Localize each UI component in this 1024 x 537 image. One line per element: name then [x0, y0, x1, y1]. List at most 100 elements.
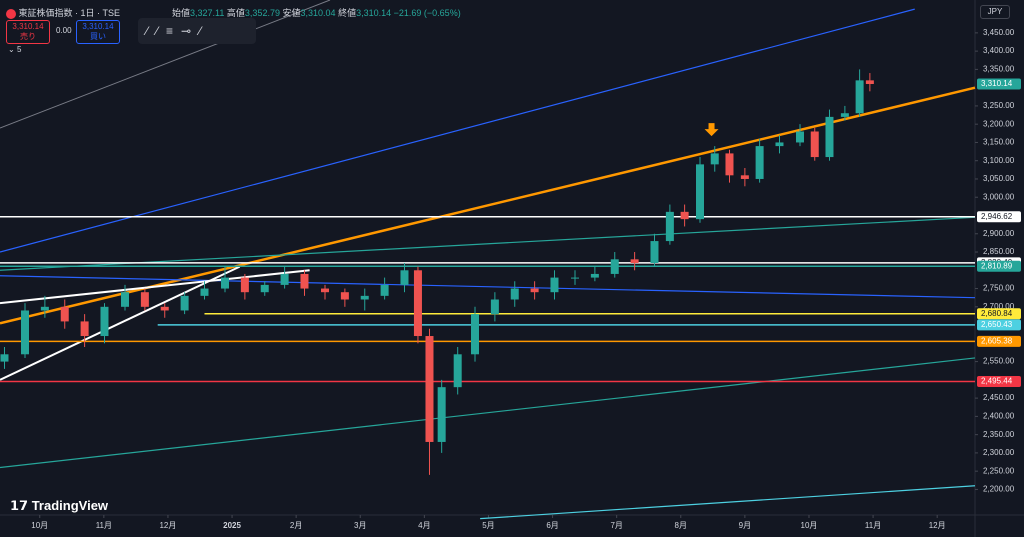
ohlc: 始値3,327.11 高値3,352.79 安値3,310.04 終値3,310…	[172, 6, 461, 19]
arrow-annotation	[704, 123, 719, 137]
candle-body	[680, 211, 689, 220]
y-tick-label: 2,200.00	[983, 485, 1015, 494]
x-tick-label: 10月	[801, 521, 818, 530]
indicator-toggle[interactable]: ⌄ 5	[8, 45, 22, 54]
y-tick-label: 2,550.00	[983, 357, 1015, 366]
candle-body	[221, 277, 229, 289]
value: −21.69 (−0.65%)	[393, 8, 461, 18]
candle-body	[530, 288, 539, 293]
candle-body	[321, 288, 329, 293]
x-tick-label: 11月	[865, 521, 881, 530]
price-tag-label: 2,650.43	[981, 320, 1013, 329]
label: 買い	[90, 32, 106, 41]
candle-body	[280, 273, 289, 285]
count: 5	[16, 45, 22, 54]
x-tick-label: 12月	[159, 521, 176, 530]
x-tick-label: 11月	[96, 521, 112, 530]
candle-body	[437, 387, 446, 442]
x-tick-label: 6月	[546, 521, 558, 530]
candle-body	[825, 116, 834, 158]
sell-button[interactable]: 3,310.14 売り	[6, 20, 50, 44]
y-tick-label: 3,150.00	[983, 138, 1015, 147]
currency-button[interactable]: JPY	[980, 5, 1010, 19]
y-tick-label: 2,250.00	[983, 466, 1015, 475]
trend-line	[0, 357, 976, 469]
candle-body	[740, 175, 749, 179]
trend-line	[0, 265, 241, 381]
price-tag-label: 2,680.84	[981, 309, 1013, 318]
price-tag	[977, 308, 1021, 320]
candle-body	[840, 113, 849, 117]
x-tick-label: 3月	[354, 521, 366, 530]
y-tick-label: 3,000.00	[983, 192, 1015, 201]
candle-body	[21, 310, 29, 355]
candle-body	[413, 270, 422, 337]
y-tick-label: 3,100.00	[983, 156, 1015, 165]
label: 安値	[282, 8, 301, 18]
x-tick-label: 8月	[675, 521, 687, 530]
brand: 𝟭𝟳 TradingView	[10, 498, 109, 513]
y-tick-label: 3,450.00	[983, 28, 1015, 37]
candle-body	[240, 277, 249, 293]
value: 3,310.04	[300, 8, 336, 18]
candle-body	[425, 336, 434, 442]
price-tag-label: 2,810.89	[981, 261, 1013, 270]
x-tick-label: 2025	[223, 521, 241, 530]
candle-body	[665, 211, 674, 242]
value: 3,352.79	[244, 8, 280, 18]
candle-body	[340, 292, 349, 300]
x-tick-label: 12月	[929, 521, 946, 530]
candle-body	[80, 321, 89, 337]
y-tick-label: 3,400.00	[983, 46, 1015, 55]
candle-body	[610, 259, 619, 274]
value: 3,327.11	[190, 8, 225, 18]
candle-body	[180, 295, 189, 311]
y-tick-label: 2,350.00	[983, 430, 1015, 439]
candle-body	[300, 273, 309, 289]
price-tag	[977, 319, 1021, 331]
y-tick-label: 2,900.00	[983, 229, 1015, 238]
candle-body	[775, 142, 784, 147]
buy-button[interactable]: 3,310.14 買い	[76, 20, 120, 44]
symbol: 東証株価指数 · 1日 · TSE	[18, 8, 121, 18]
candle-body	[260, 284, 269, 293]
candle-body	[471, 314, 479, 355]
label: 終値	[338, 8, 357, 18]
candle-body	[650, 241, 659, 263]
y-tick-label: 3,250.00	[983, 101, 1015, 110]
price-tag	[977, 335, 1021, 347]
x-tick-label: 2月	[290, 521, 302, 530]
symbol-title[interactable]: 東証株価指数 · 1日 · TSE	[6, 6, 120, 19]
candle-body	[121, 292, 129, 307]
candle-body	[360, 295, 369, 300]
candle-body	[0, 354, 9, 362]
candle-body	[453, 354, 462, 388]
y-tick-label: 2,450.00	[983, 393, 1015, 402]
price: 3,310.14	[12, 22, 44, 31]
y-tick-label: 2,400.00	[983, 411, 1015, 420]
x-tick-label: 4月	[418, 521, 430, 530]
candle-body	[490, 299, 499, 315]
y-tick-label: 3,200.00	[983, 119, 1015, 128]
candle-body	[200, 288, 209, 296]
candle-body	[796, 131, 804, 143]
y-tick-label: 2,700.00	[983, 302, 1015, 311]
candle-body	[710, 153, 719, 165]
candle-body	[855, 80, 864, 114]
candle-body	[755, 146, 764, 179]
trend-line	[0, 216, 976, 271]
drawing-toolbar[interactable]: ⁄⁄≡⊸⁄	[138, 18, 256, 44]
candle-body	[100, 306, 109, 337]
price-tag	[977, 376, 1021, 388]
price-tag	[977, 260, 1021, 272]
candle-body	[550, 277, 559, 293]
candle-body	[40, 306, 49, 311]
y-tick-label: 3,050.00	[983, 174, 1015, 183]
candle-body	[571, 277, 579, 279]
trend-line	[0, 269, 310, 305]
trend-line	[480, 485, 976, 520]
x-tick-label: 7月	[610, 521, 622, 530]
x-tick-label: 5月	[482, 521, 494, 530]
